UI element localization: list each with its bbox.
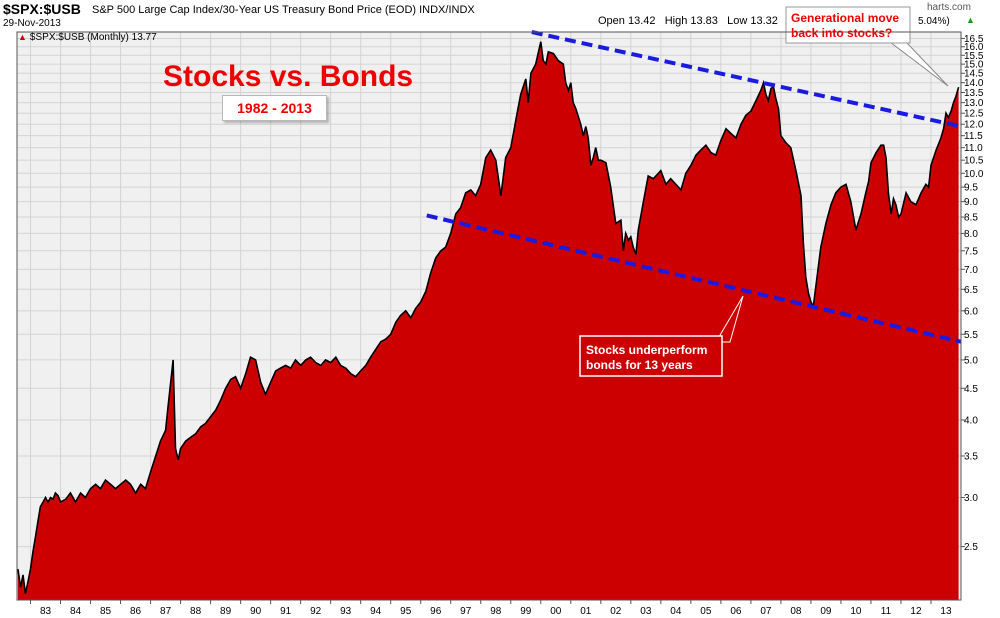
callout-underperform: Stocks underperform bonds for 13 years — [586, 343, 707, 373]
x-tick-label: 93 — [340, 606, 352, 617]
y-tick-label: 16.0 — [964, 42, 984, 53]
y-tick-label: 8.5 — [964, 213, 978, 224]
y-tick-label: 15.0 — [964, 60, 984, 71]
x-tick-label: 04 — [670, 606, 682, 617]
x-tick-label: 02 — [610, 606, 622, 617]
y-axis-ticks: 2.5 3.0 3.5 4.0 4.5 5.0 5.5 6.0 6.5 7.0 7.5 8.0 8.5 9… — [961, 34, 984, 553]
x-tick-label: 98 — [490, 606, 502, 617]
y-tick-label: 6.0 — [964, 306, 978, 317]
dashed-trendline — [531, 30, 962, 129]
y-tick-label: 7.5 — [964, 246, 978, 257]
x-tick-label: 85 — [100, 606, 112, 617]
y-tick-label: 13.0 — [964, 98, 984, 109]
legend-triangle-icon: ▲ — [18, 32, 27, 42]
y-tick-label: 3.0 — [964, 493, 978, 504]
x-tick-label: 10 — [850, 606, 862, 617]
y-tick-label: 5.0 — [964, 355, 978, 366]
y-tick-label: 13.5 — [964, 88, 984, 99]
callout-line: Generational move — [791, 11, 900, 25]
x-tick-label: 83 — [40, 606, 52, 617]
x-tick-label: 88 — [190, 606, 202, 617]
high-label: High — [664, 15, 688, 27]
x-tick-label: 84 — [70, 606, 82, 617]
y-tick-label: 16.5 — [964, 34, 984, 45]
callout-pointer — [715, 295, 744, 343]
callout-box — [579, 335, 723, 377]
ratio-area-series — [17, 41, 959, 600]
x-tick-label: 90 — [250, 606, 262, 617]
x-tick-label: 94 — [370, 606, 382, 617]
chart-subtitle: 1982 - 2013 — [222, 95, 327, 121]
change-readout: 5.04%) — [918, 16, 950, 27]
y-tick-label: 12.5 — [964, 109, 984, 120]
y-tick-label: 3.5 — [964, 451, 978, 462]
symbol-description: S&P 500 Large Cap Index/30-Year US Treas… — [92, 4, 475, 16]
x-tick-label: 95 — [400, 606, 412, 617]
x-tick-label: 96 — [430, 606, 442, 617]
x-tick-label: 06 — [730, 606, 742, 617]
dashed-trendline — [426, 213, 962, 344]
x-tick-label: 01 — [580, 606, 592, 617]
callout-generational-move: Generational move back into stocks? — [791, 11, 899, 41]
y-tick-label: 10.0 — [964, 169, 984, 180]
y-tick-label: 11.0 — [964, 143, 983, 154]
y-tick-label: 4.0 — [964, 416, 978, 427]
y-tick-label: 14.5 — [964, 69, 984, 80]
x-tick-label: 89 — [220, 606, 232, 617]
x-tick-label: 97 — [460, 606, 472, 617]
x-tick-label: 99 — [520, 606, 532, 617]
callout-boxes — [579, 6, 949, 377]
x-tick-label: 13 — [940, 606, 952, 617]
symbol-label: $SPX:$USB — [3, 1, 81, 17]
callout-line: back into stocks? — [791, 26, 893, 40]
x-tick-label: 11 — [881, 606, 892, 617]
y-tick-label: 10.5 — [964, 156, 984, 167]
x-tick-label: 86 — [130, 606, 142, 617]
ratio-line-series — [17, 41, 960, 594]
y-tick-label: 2.5 — [964, 542, 978, 553]
series-legend: ▲ $SPX:$USB (Monthly) 13.77 — [18, 32, 157, 43]
x-tick-label: 09 — [820, 606, 832, 617]
site-watermark: harts.com — [927, 2, 971, 13]
trendlines — [426, 30, 962, 344]
callout-box — [785, 6, 911, 44]
y-tick-label: 8.0 — [964, 229, 978, 240]
y-tick-label: 4.5 — [964, 384, 978, 395]
low-value: 13.32 — [750, 15, 778, 27]
up-arrow-icon: ▲ — [966, 15, 975, 25]
y-tick-label: 12.0 — [964, 120, 984, 131]
x-tick-label: 87 — [160, 606, 172, 617]
date-label: 29-Nov-2013 — [3, 18, 61, 29]
x-axis-ticks: 83 84 85 86 87 88 89 90 91 92 93 94 95 96 97 98 99 00 01 02… — [30, 600, 952, 617]
chart-title: Stocks vs. Bonds — [163, 60, 414, 93]
x-tick-label: 05 — [700, 606, 712, 617]
x-tick-label: 07 — [760, 606, 772, 617]
x-tick-label: 08 — [790, 606, 802, 617]
x-tick-label: 12 — [910, 606, 922, 617]
y-tick-label: 9.5 — [964, 183, 978, 194]
y-tick-label: 7.0 — [964, 265, 978, 276]
y-tick-label: 11.5 — [964, 131, 983, 142]
ohl-readout: Open 13.42 High 13.83 Low 13.32 — [598, 15, 778, 27]
legend-text: $SPX:$USB (Monthly) 13.77 — [29, 32, 157, 43]
high-value: 13.83 — [690, 15, 718, 27]
y-tick-label: 6.5 — [964, 285, 978, 296]
open-value: 13.42 — [627, 15, 656, 27]
low-label: Low — [727, 15, 748, 27]
y-tick-label: 5.5 — [964, 330, 978, 341]
x-tick-label: 00 — [550, 606, 562, 617]
y-tick-label: 15.5 — [964, 51, 984, 62]
x-tick-label: 91 — [280, 606, 292, 617]
callout-line: bonds for 13 years — [586, 358, 693, 372]
open-label: Open — [598, 15, 625, 27]
x-tick-label: 92 — [310, 606, 322, 617]
x-tick-label: 03 — [640, 606, 652, 617]
y-tick-label: 9.0 — [964, 197, 978, 208]
y-tick-label: 14.0 — [964, 78, 984, 89]
callout-line: Stocks underperform — [586, 343, 708, 357]
